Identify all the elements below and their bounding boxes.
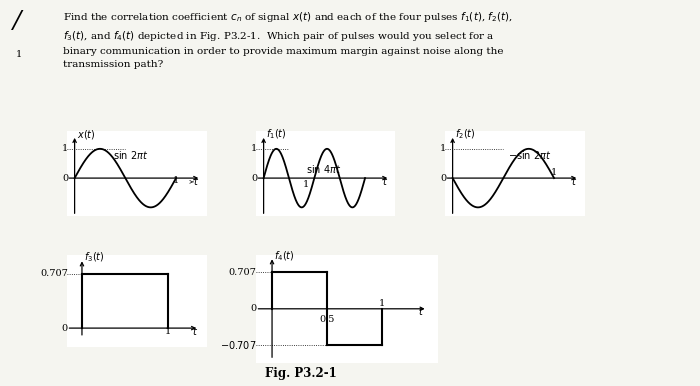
Text: 1: 1 [62,144,68,153]
Text: $t$: $t$ [192,325,197,337]
Text: 0.707: 0.707 [229,268,257,277]
Text: $t$: $t$ [418,305,424,317]
Text: 0: 0 [62,323,68,333]
Text: $-0.707$: $-0.707$ [220,339,257,351]
Text: $x(t)$: $x(t)$ [76,128,95,141]
Text: 1: 1 [251,144,257,153]
Text: 0: 0 [62,174,68,183]
Text: $t$: $t$ [382,174,389,186]
Text: 1: 1 [440,144,446,153]
Text: $f_4(t)$: $f_4(t)$ [274,249,295,263]
Text: $\mathrm{sin}\ 2\pi t$: $\mathrm{sin}\ 2\pi t$ [113,149,148,161]
Text: $t$: $t$ [193,174,199,186]
Text: 1: 1 [303,180,309,189]
Text: 0: 0 [251,174,257,183]
Text: Fig. P3.2-1: Fig. P3.2-1 [265,367,337,380]
Text: 0: 0 [440,174,446,183]
Text: 1: 1 [379,299,386,308]
Text: $f_2(t)$: $f_2(t)$ [454,128,475,142]
Text: 1: 1 [164,327,171,335]
Text: $\mathrm{sin}\ 4\pi t$: $\mathrm{sin}\ 4\pi t$ [306,163,342,175]
Text: 1: 1 [551,168,557,176]
Text: 0.707: 0.707 [40,269,68,278]
Text: 0.5: 0.5 [319,315,335,324]
Text: $f_1(t)$: $f_1(t)$ [265,128,286,142]
Text: $t$: $t$ [571,174,577,186]
Text: $-\mathrm{sin}\ 2\pi t$: $-\mathrm{sin}\ 2\pi t$ [508,149,552,161]
Text: 1: 1 [15,50,22,59]
Text: 1: 1 [173,176,179,185]
Text: /: / [13,10,21,33]
Text: $f_3(t)$: $f_3(t)$ [84,251,104,264]
Text: 0: 0 [251,304,257,313]
Text: Find the correlation coefficient $c_n$ of signal $x(t)$ and each of the four pul: Find the correlation coefficient $c_n$ o… [63,10,512,69]
